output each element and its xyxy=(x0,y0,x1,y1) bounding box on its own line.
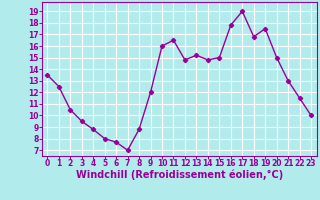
X-axis label: Windchill (Refroidissement éolien,°C): Windchill (Refroidissement éolien,°C) xyxy=(76,169,283,180)
